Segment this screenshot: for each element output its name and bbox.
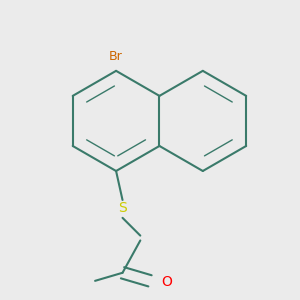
Text: S: S	[118, 201, 127, 215]
Text: O: O	[161, 275, 172, 290]
Text: Br: Br	[109, 50, 123, 63]
